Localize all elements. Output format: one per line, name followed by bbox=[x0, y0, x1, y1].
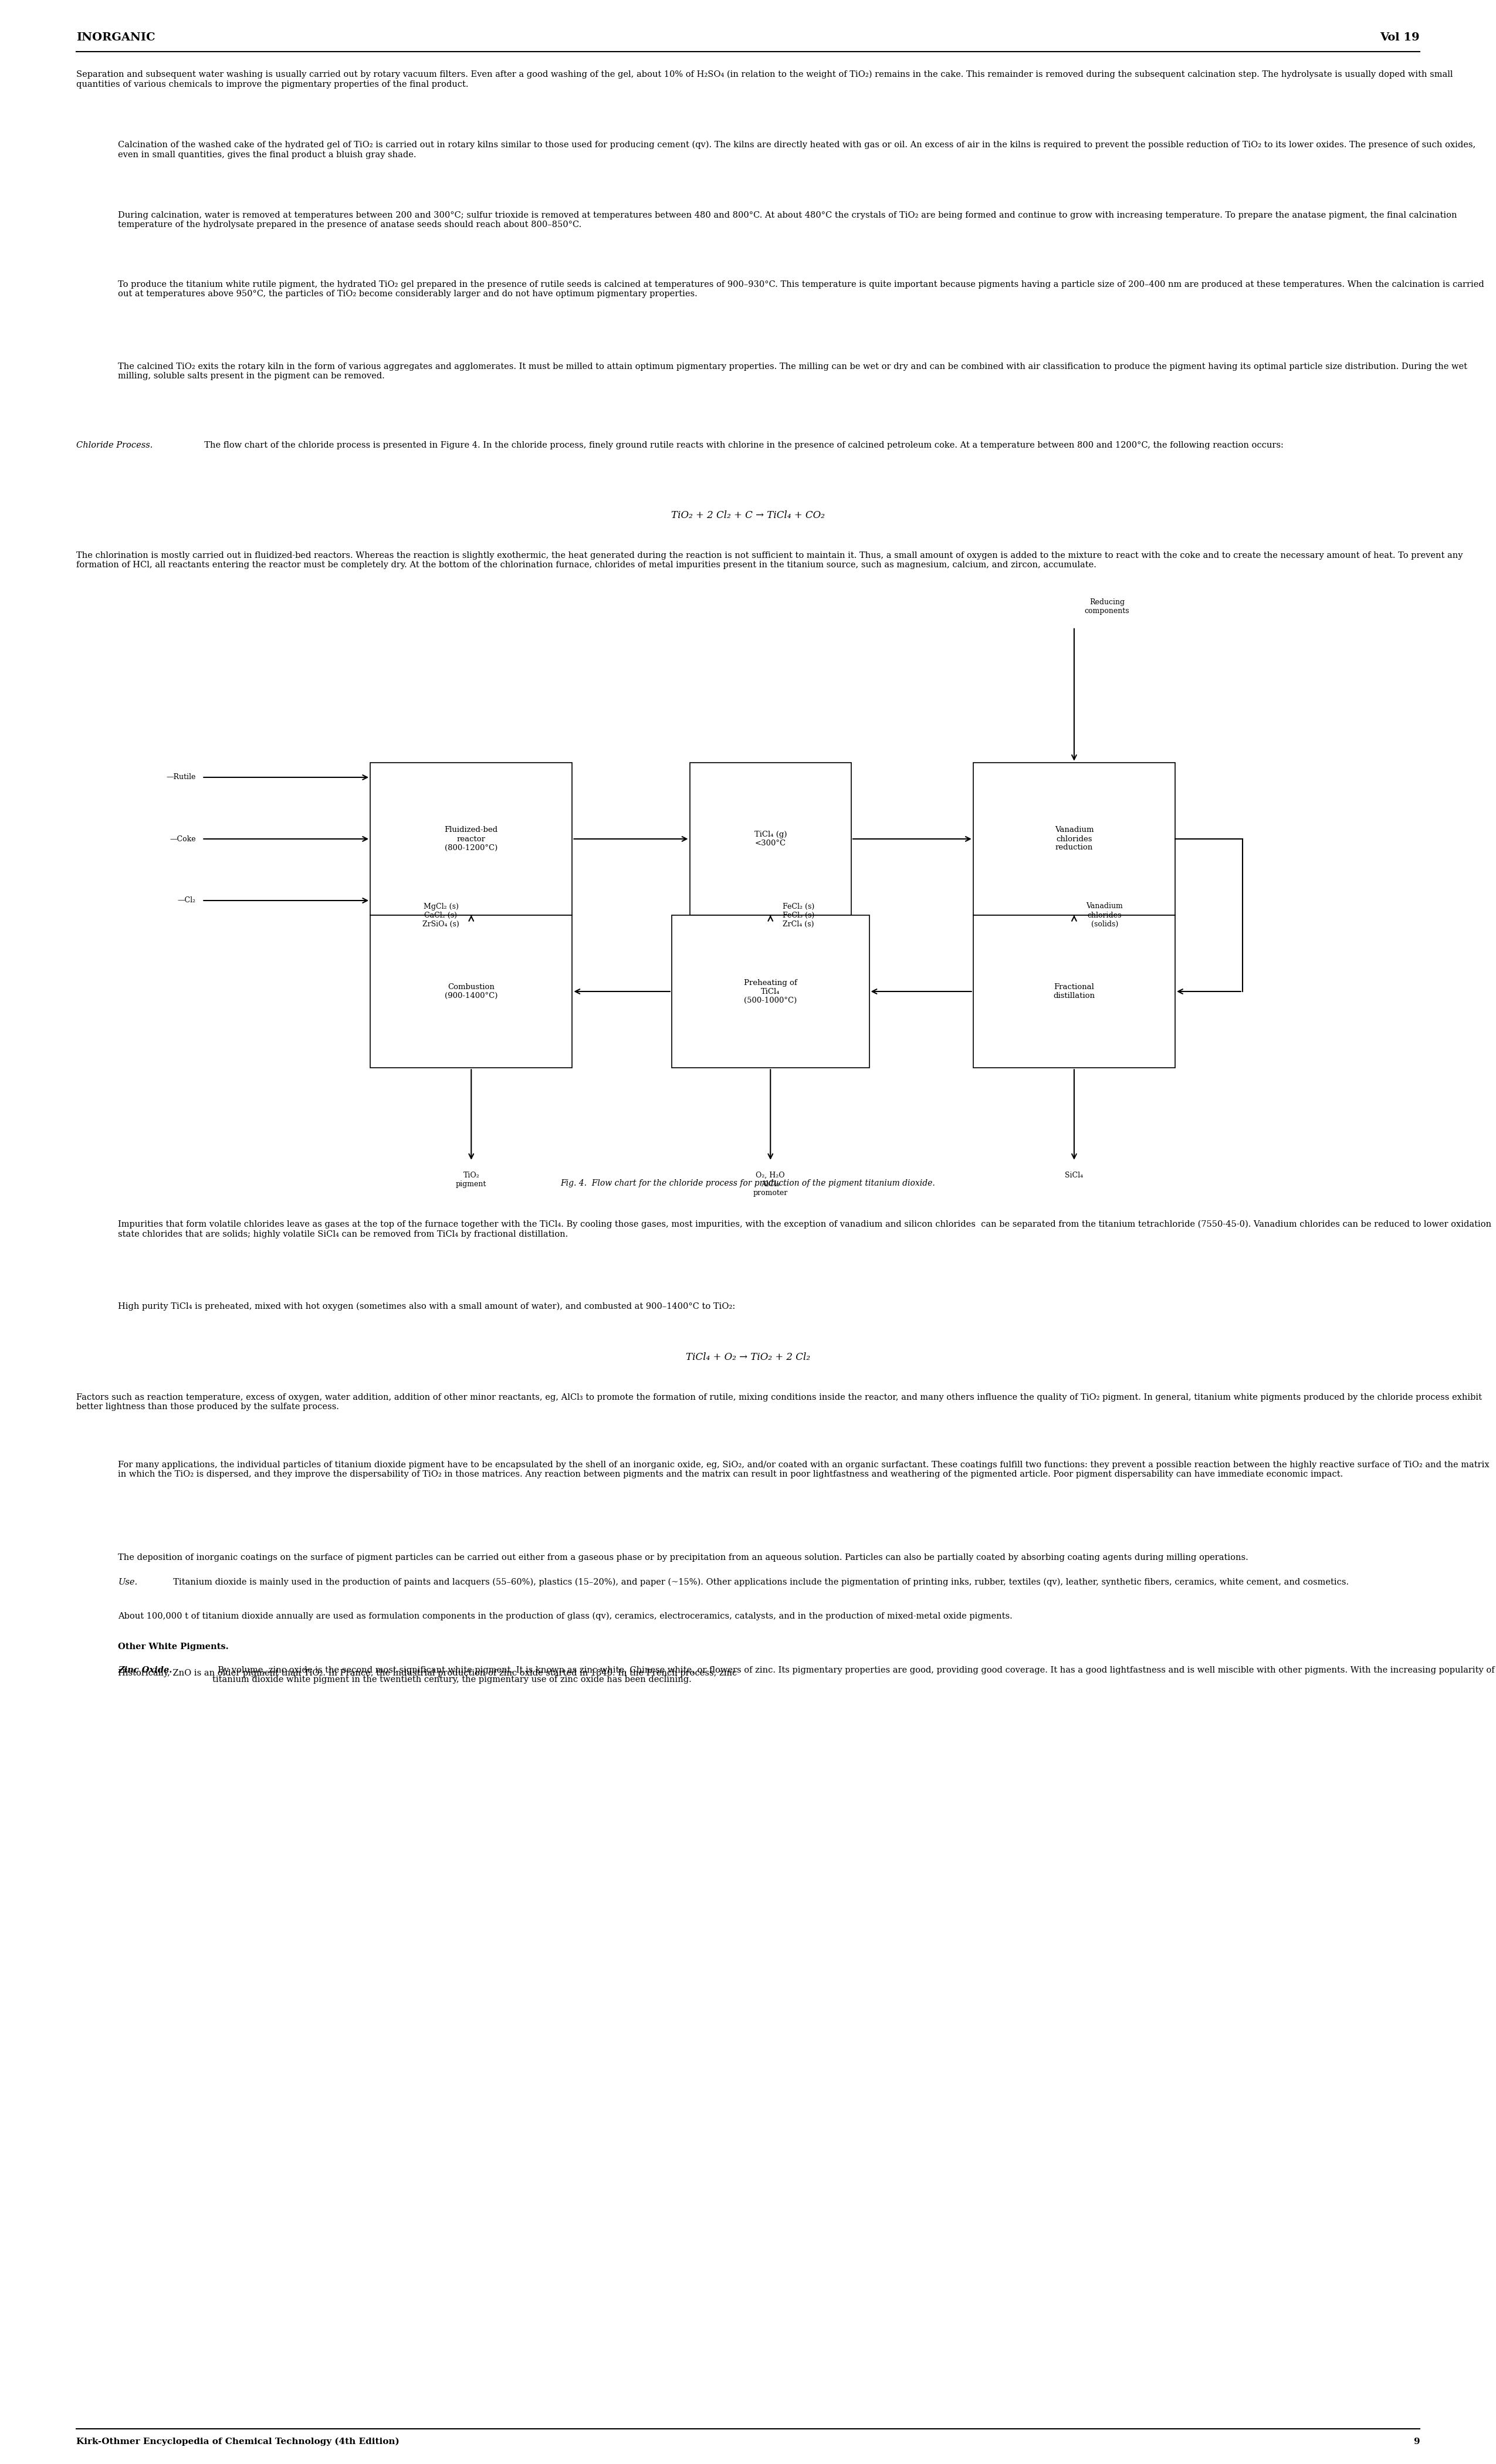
Text: Impurities that form volatile chlorides leave as gases at the top of the furnace: Impurities that form volatile chlorides … bbox=[118, 1220, 1492, 1239]
Text: Vanadium
chlorides
reduction: Vanadium chlorides reduction bbox=[1055, 825, 1094, 853]
Text: Reducing
components: Reducing components bbox=[1085, 599, 1129, 614]
Text: The calcined TiO₂ exits the rotary kiln in the form of various aggregates and ag: The calcined TiO₂ exits the rotary kiln … bbox=[118, 362, 1468, 379]
Text: Fractional
distillation: Fractional distillation bbox=[1053, 983, 1095, 1000]
Text: Historically, ZnO is an older pigment than TiO₂. In France, the industrial produ: Historically, ZnO is an older pigment th… bbox=[118, 1668, 738, 1678]
Text: Calcination of the washed cake of the hydrated gel of TiO₂ is carried out in rot: Calcination of the washed cake of the hy… bbox=[118, 140, 1477, 158]
Text: To produce the titanium white rutile pigment, the hydrated TiO₂ gel prepared in : To produce the titanium white rutile pig… bbox=[118, 281, 1484, 298]
Text: INORGANIC: INORGANIC bbox=[76, 32, 156, 42]
Bar bbox=[371, 914, 571, 1067]
Bar bbox=[371, 761, 571, 914]
Text: Vol 19: Vol 19 bbox=[1379, 32, 1420, 42]
Text: Fig. 4.  Flow chart for the chloride process for production of the pigment titan: Fig. 4. Flow chart for the chloride proc… bbox=[561, 1180, 935, 1188]
Text: The deposition of inorganic coatings on the surface of pigment particles can be : The deposition of inorganic coatings on … bbox=[118, 1552, 1249, 1562]
Text: Zinc Oxide.: Zinc Oxide. bbox=[118, 1666, 172, 1676]
Bar bbox=[972, 914, 1174, 1067]
Text: During calcination, water is removed at temperatures between 200 and 300°C; sulf: During calcination, water is removed at … bbox=[118, 212, 1457, 229]
Text: Other White Pigments.: Other White Pigments. bbox=[118, 1643, 229, 1651]
Text: Use.: Use. bbox=[118, 1577, 138, 1587]
Text: Titanium dioxide is mainly used in the production of paints and lacquers (55–60%: Titanium dioxide is mainly used in the p… bbox=[168, 1577, 1348, 1587]
Text: TiCl₄ + O₂ → TiO₂ + 2 Cl₂: TiCl₄ + O₂ → TiO₂ + 2 Cl₂ bbox=[685, 1353, 811, 1363]
Text: For many applications, the individual particles of titanium dioxide pigment have: For many applications, the individual pa… bbox=[118, 1461, 1490, 1478]
Text: Chloride Process.: Chloride Process. bbox=[76, 441, 153, 448]
Text: MgCl₂ (s)
CaCl₂ (s)
ZrSiO₄ (s): MgCl₂ (s) CaCl₂ (s) ZrSiO₄ (s) bbox=[422, 902, 459, 929]
Text: TiO₂ + 2 Cl₂ + C → TiCl₄ + CO₂: TiO₂ + 2 Cl₂ + C → TiCl₄ + CO₂ bbox=[672, 510, 824, 520]
Bar bbox=[972, 761, 1174, 914]
Text: 9: 9 bbox=[1414, 2437, 1420, 2447]
Text: The flow chart of the chloride process is presented in Figure 4. In the chloride: The flow chart of the chloride process i… bbox=[199, 441, 1284, 448]
Text: High purity TiCl₄ is preheated, mixed with hot oxygen (sometimes also with a sma: High purity TiCl₄ is preheated, mixed wi… bbox=[118, 1303, 736, 1311]
Text: Separation and subsequent water washing is usually carried out by rotary vacuum : Separation and subsequent water washing … bbox=[76, 71, 1453, 89]
Text: —Cl₂: —Cl₂ bbox=[178, 897, 196, 904]
Text: About 100,000 t of titanium dioxide annually are used as formulation components : About 100,000 t of titanium dioxide annu… bbox=[118, 1611, 1013, 1621]
Text: O₂, H₂O
AlCl₃
promoter: O₂, H₂O AlCl₃ promoter bbox=[752, 1170, 788, 1198]
Text: TiCl₄ (g)
<300°C: TiCl₄ (g) <300°C bbox=[754, 830, 787, 848]
Text: The chlorination is mostly carried out in fluidized-bed reactors. Whereas the re: The chlorination is mostly carried out i… bbox=[76, 552, 1463, 569]
Text: SiCl₄: SiCl₄ bbox=[1065, 1170, 1083, 1178]
Text: Fluidized-bed
reactor
(800-1200°C): Fluidized-bed reactor (800-1200°C) bbox=[444, 825, 498, 853]
Bar bbox=[690, 761, 851, 914]
Text: Factors such as reaction temperature, excess of oxygen, water addition, addition: Factors such as reaction temperature, ex… bbox=[76, 1392, 1483, 1412]
Text: FeCl₂ (s)
FeCl₃ (s)
ZrCl₄ (s): FeCl₂ (s) FeCl₃ (s) ZrCl₄ (s) bbox=[782, 902, 814, 929]
Text: —Coke: —Coke bbox=[171, 835, 196, 843]
Text: TiO₂
pigment: TiO₂ pigment bbox=[456, 1170, 486, 1188]
Text: Combustion
(900-1400°C): Combustion (900-1400°C) bbox=[444, 983, 498, 1000]
Text: Vanadium
chlorides
(solids): Vanadium chlorides (solids) bbox=[1086, 902, 1123, 929]
Text: Kirk-Othmer Encyclopedia of Chemical Technology (4th Edition): Kirk-Othmer Encyclopedia of Chemical Tec… bbox=[76, 2437, 399, 2447]
Bar bbox=[672, 914, 869, 1067]
Text: By volume, zinc oxide is the second most significant white pigment. It is known : By volume, zinc oxide is the second most… bbox=[212, 1666, 1495, 1683]
Text: Preheating of
TiCl₄
(500-1000°C): Preheating of TiCl₄ (500-1000°C) bbox=[744, 978, 797, 1005]
Text: —Rutile: —Rutile bbox=[166, 774, 196, 781]
